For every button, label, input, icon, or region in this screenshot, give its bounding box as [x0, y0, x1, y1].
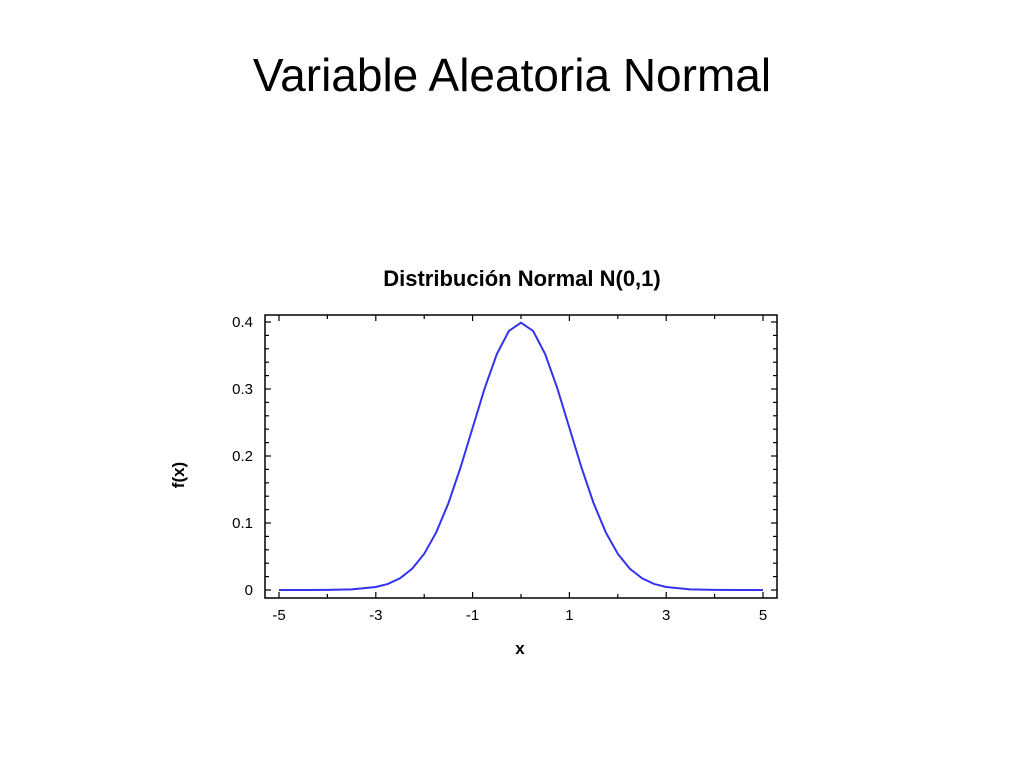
x-tick-labels: -5 -3 -1 1 3 5	[272, 607, 767, 624]
x-tick-label: 3	[662, 607, 670, 624]
y-tick-labels: 0 0.1 0.2 0.3 0.4	[232, 314, 253, 599]
density-curve	[278, 321, 764, 591]
y-axis-label: f(x)	[169, 462, 188, 488]
x-tick-label: 1	[565, 607, 573, 624]
slide-title: Variable Aleatoria Normal	[252, 49, 772, 101]
x-tick-label: 5	[759, 607, 767, 624]
y-tick-label: 0	[245, 582, 253, 599]
y-tick-label: 0.3	[232, 381, 253, 398]
plot-frame	[264, 314, 778, 599]
x-tick-label: -1	[466, 607, 479, 624]
x-tick-label: -5	[272, 607, 285, 624]
y-tick-label: 0.4	[232, 314, 253, 331]
y-tick-label: 0.1	[232, 515, 253, 532]
chart-title: Distribución Normal N(0,1)	[383, 266, 660, 291]
x-tick-label: -3	[369, 607, 382, 624]
y-tick-label: 0.2	[232, 448, 253, 465]
axis-ticks	[265, 315, 777, 598]
x-axis-label: x	[515, 639, 525, 658]
